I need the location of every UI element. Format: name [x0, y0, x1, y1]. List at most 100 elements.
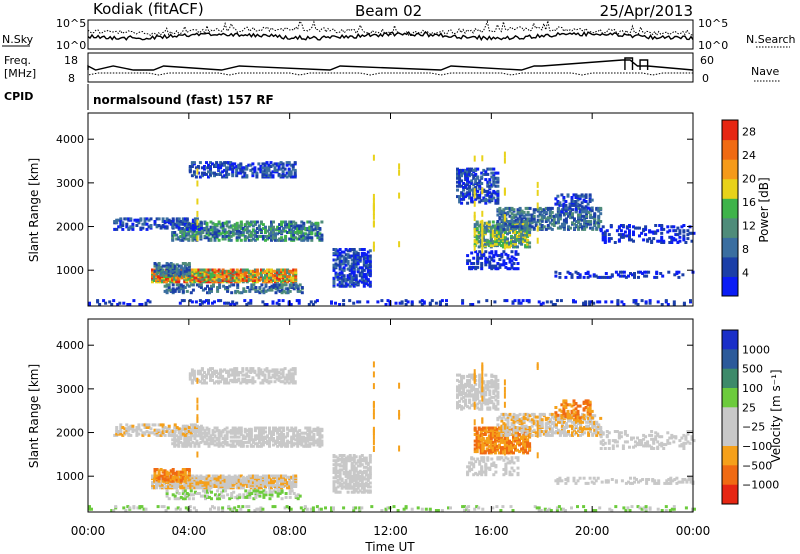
- heatmap-cell: [233, 162, 237, 166]
- heatmap-cell: [276, 286, 280, 289]
- heatmap-cell: [173, 264, 177, 268]
- heatmap-cell: [171, 283, 175, 287]
- heatmap-cell: [223, 168, 227, 172]
- heatmap-cell: [261, 371, 265, 374]
- heatmap-cell: [610, 273, 614, 277]
- heatmap-cell: [471, 303, 475, 306]
- heatmap-cell: [516, 262, 520, 265]
- heatmap-cell: [259, 165, 263, 168]
- heatmap-cell: [245, 444, 249, 448]
- heatmap-cell: [264, 474, 267, 478]
- heatmap-cell: [167, 427, 171, 431]
- heatmap-cell: [199, 479, 203, 483]
- heatmap-cell: [288, 237, 292, 241]
- heatmap-cell: [137, 218, 141, 222]
- heatmap-cell: [122, 301, 126, 305]
- heatmap-cell: [290, 442, 294, 446]
- heatmap-cell: [633, 272, 636, 275]
- heatmap-cell: [175, 217, 179, 221]
- heatmap-cell: [245, 372, 249, 376]
- heatmap-cell: [207, 275, 211, 279]
- heatmap-cell: [215, 228, 219, 232]
- heatmap-cell: [538, 222, 542, 226]
- heatmap-cell: [300, 220, 304, 224]
- heatmap-cell: [292, 442, 296, 446]
- heatmap-cell: [253, 380, 257, 384]
- heatmap-cell: [282, 429, 286, 433]
- heatmap-cell: [480, 256, 484, 260]
- heatmap-cell: [225, 170, 229, 174]
- heatmap-cell: [185, 269, 189, 273]
- heatmap-cell: [512, 262, 516, 265]
- heatmap-cell: [247, 427, 251, 431]
- heatmap-cell: [243, 268, 247, 272]
- heatmap-cell: [540, 208, 544, 212]
- heatmap-cell: [183, 437, 187, 440]
- heatmap-cell: [619, 224, 623, 227]
- heatmap-cell: [294, 236, 298, 240]
- heatmap-cell: [518, 214, 522, 218]
- heatmap-cell: [147, 218, 151, 222]
- heatmap-cell: [276, 268, 280, 272]
- heatmap-cell: [131, 427, 135, 431]
- heatmap-cell: [585, 208, 589, 212]
- heatmap-cell: [473, 211, 476, 218]
- heatmap-cell: [205, 431, 209, 435]
- heatmap-cell: [173, 280, 177, 284]
- heatmap-cell: [275, 373, 279, 377]
- heatmap-cell: [245, 374, 249, 378]
- heatmap-cell: [181, 227, 185, 230]
- freq-label-line1: Freq.: [4, 54, 31, 67]
- heatmap-cell: [195, 424, 199, 428]
- heatmap-cell: [506, 225, 510, 229]
- heatmap-cell: [294, 434, 298, 438]
- heatmap-cell: [306, 433, 310, 436]
- heatmap-cell: [195, 231, 199, 234]
- heatmap-cell: [468, 167, 472, 171]
- heatmap-cell: [578, 273, 582, 277]
- heatmap-cell: [229, 303, 233, 306]
- heatmap-cell: [466, 167, 470, 171]
- heatmap-cell: [282, 433, 286, 436]
- heatmap-cell: [200, 381, 204, 385]
- freq-tick-bottom: 8: [68, 72, 75, 85]
- heatmap-cell: [289, 163, 293, 167]
- heatmap-cell: [358, 279, 362, 283]
- heatmap-cell: [173, 430, 177, 433]
- heatmap-cell: [229, 238, 233, 242]
- heatmap-cell: [185, 437, 189, 440]
- heatmap-cell: [269, 171, 273, 175]
- heatmap-cell: [191, 434, 195, 438]
- heatmap-cell: [628, 234, 631, 238]
- heatmap-cell: [288, 275, 292, 279]
- heatmap-cell: [259, 478, 263, 482]
- heatmap-cell: [499, 244, 503, 248]
- heatmap-cell: [292, 220, 296, 224]
- heatmap-cell: [503, 299, 507, 303]
- heatmap-cell: [588, 193, 592, 197]
- heatmap-cell: [193, 226, 197, 230]
- heatmap-cell: [582, 194, 586, 198]
- heatmap-cell: [259, 167, 263, 171]
- heatmap-cell: [219, 299, 223, 303]
- heatmap-cell: [593, 212, 597, 216]
- heatmap-cell: [286, 223, 290, 227]
- heatmap-cell: [173, 437, 177, 440]
- heatmap-cell: [195, 276, 199, 280]
- colorbar-tick-label: 20: [742, 173, 756, 186]
- heatmap-cell: [275, 371, 279, 374]
- heatmap-cell: [344, 253, 348, 257]
- heatmap-cell: [486, 260, 490, 264]
- heatmap-cell: [270, 231, 273, 234]
- heatmap-cell: [632, 299, 636, 303]
- heatmap-cell: [231, 368, 235, 372]
- heatmap-cell: [239, 268, 243, 272]
- heatmap-cell: [249, 369, 253, 373]
- colorbar-tick-label: 4: [742, 267, 749, 280]
- heatmap-cell: [215, 232, 219, 236]
- heatmap-cell: [289, 376, 293, 380]
- heatmap-cell: [655, 270, 659, 274]
- heatmap-cell: [276, 427, 280, 431]
- heatmap-cell: [484, 170, 488, 174]
